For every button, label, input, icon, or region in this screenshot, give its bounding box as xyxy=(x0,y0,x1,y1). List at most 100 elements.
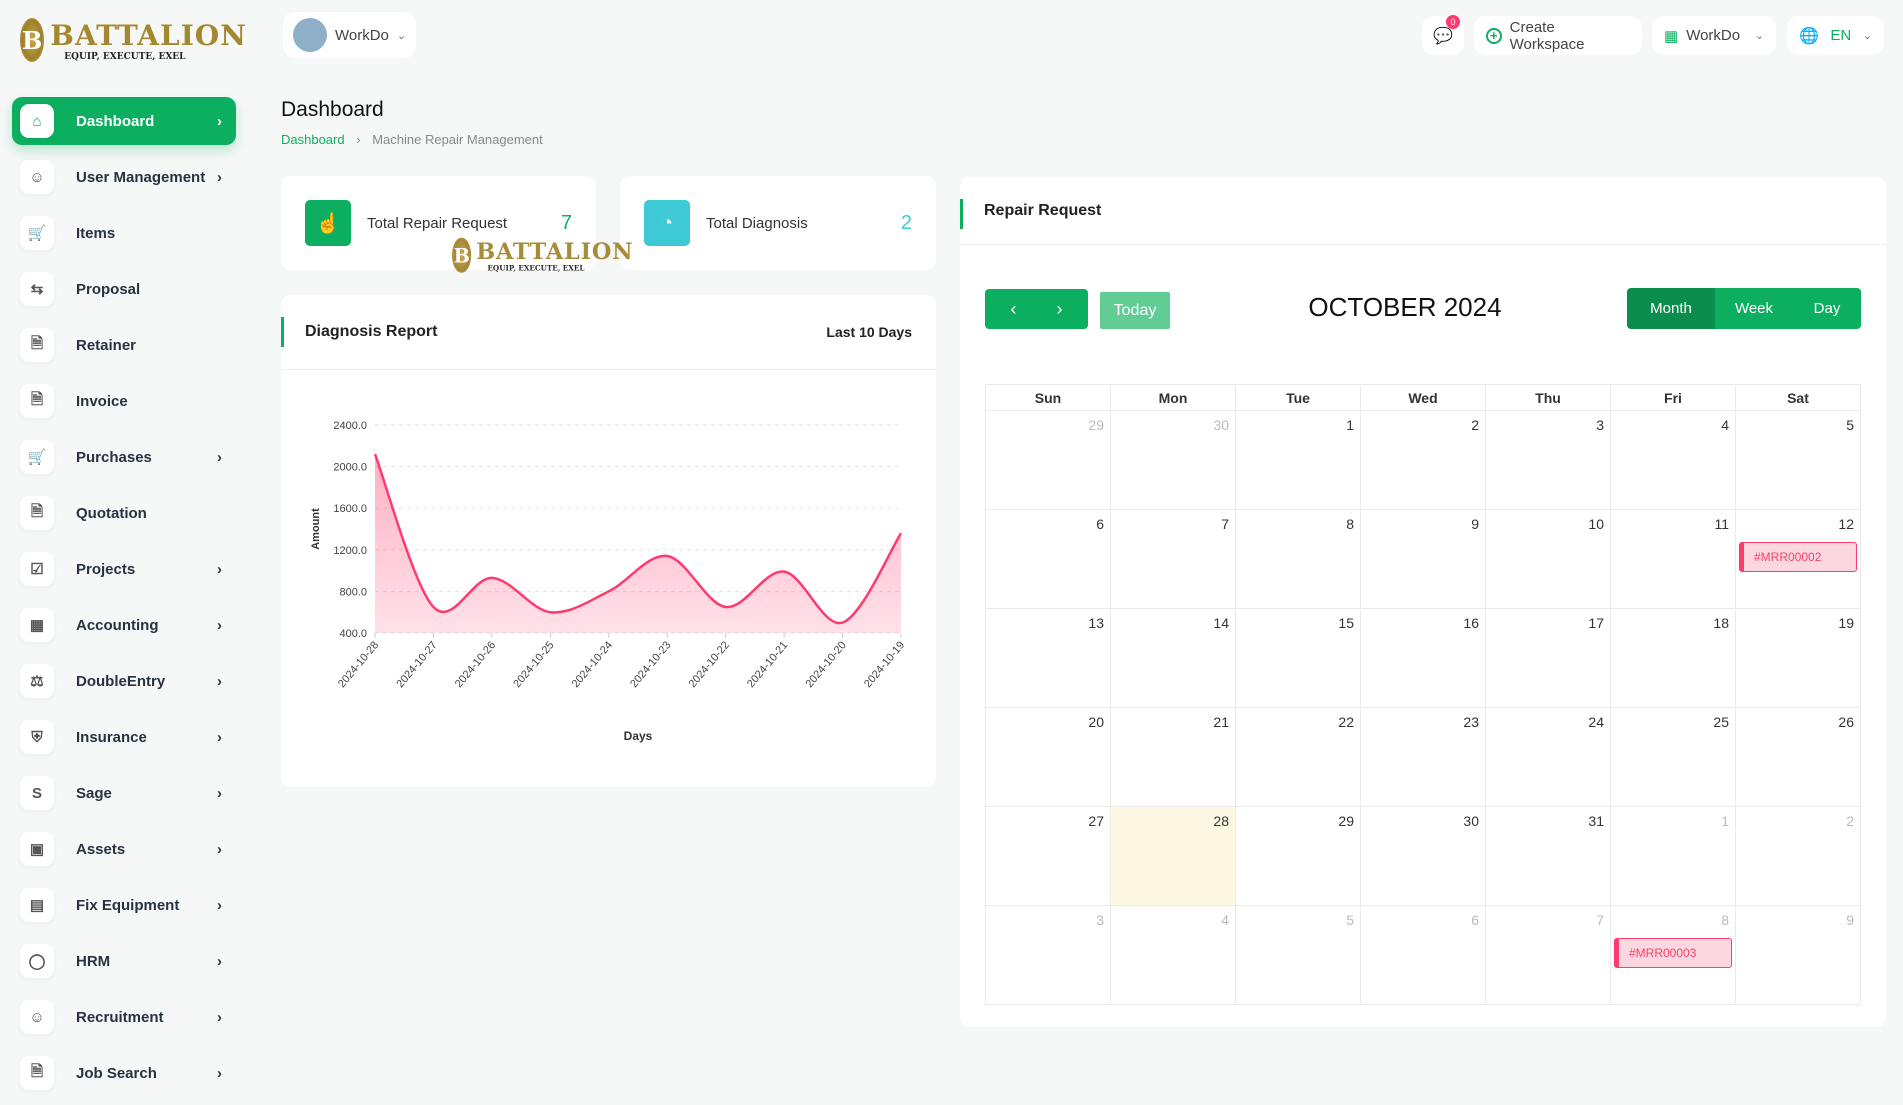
calendar-event[interactable]: #MRR00003 xyxy=(1614,938,1732,968)
calendar-day-cell[interactable]: 2 xyxy=(1735,806,1861,906)
calendar-day-cell[interactable]: 8 xyxy=(1235,509,1361,609)
sidebar-item-retainer[interactable]: 🗎 Retainer xyxy=(12,321,236,369)
sidebar-item-label: Purchases xyxy=(76,448,152,466)
chevron-right-icon: › xyxy=(217,784,222,802)
sidebar-item-insurance[interactable]: ⛨ Insurance › xyxy=(12,713,236,761)
sidebar-item-doubleentry[interactable]: ⚖ DoubleEntry › xyxy=(12,657,236,705)
calendar-day-cell[interactable]: 5 xyxy=(1735,410,1861,510)
stat-card-diagnosis: ◔ Total Diagnosis 2 xyxy=(620,176,936,270)
calendar-day-cell[interactable]: 12 #MRR00002 xyxy=(1735,509,1861,609)
file-icon: 🗎 xyxy=(20,384,54,418)
calendar-day-cell[interactable]: 24 xyxy=(1485,707,1611,807)
language-selector[interactable]: 🌐 EN ⌄ xyxy=(1787,16,1884,55)
calendar-day-cell[interactable]: 5 xyxy=(1235,905,1361,1005)
calendar-day-cell[interactable]: 21 xyxy=(1110,707,1236,807)
sidebar-item-recruitment[interactable]: ☺ Recruitment › xyxy=(12,993,236,1041)
sidebar-item-proposal[interactable]: ⇆ Proposal xyxy=(12,265,236,313)
calendar-day-cell[interactable]: 7 xyxy=(1110,509,1236,609)
prev-month-button[interactable]: ‹ xyxy=(1010,298,1017,319)
today-button[interactable]: Today xyxy=(1100,292,1170,329)
day-number: 29 xyxy=(1338,813,1354,829)
day-number: 4 xyxy=(1721,417,1729,433)
calendar-day-cell[interactable]: 9 xyxy=(1360,509,1486,609)
x-tick-label: 2024-10-27 xyxy=(394,639,439,690)
calendar-day-cell[interactable]: 6 xyxy=(985,509,1111,609)
calendar-day-cell[interactable]: 8 #MRR00003 xyxy=(1610,905,1736,1005)
calendar-day-cell[interactable]: 4 xyxy=(1110,905,1236,1005)
calendar-day-cell[interactable]: 7 xyxy=(1485,905,1611,1005)
page-title: Dashboard xyxy=(281,98,384,121)
breadcrumb-dashboard[interactable]: Dashboard xyxy=(281,132,345,147)
stat-value: 7 xyxy=(560,211,572,234)
calendar-day-cell[interactable]: 18 xyxy=(1610,608,1736,708)
calendar-day-cell[interactable]: 23 xyxy=(1360,707,1486,807)
breadcrumb: Dashboard › Machine Repair Management xyxy=(281,132,543,147)
calendar-day-cell[interactable]: 14 xyxy=(1110,608,1236,708)
calendar-day-cell[interactable]: 6 xyxy=(1360,905,1486,1005)
month-view-button[interactable]: Month xyxy=(1627,288,1715,329)
calendar-day-cell[interactable]: 1 xyxy=(1610,806,1736,906)
next-month-button[interactable]: › xyxy=(1056,298,1063,319)
workspace-dropdown[interactable]: WorkDo ⌄ xyxy=(283,12,417,58)
chevron-right-icon: › xyxy=(217,840,222,858)
calendar-day-cell[interactable]: 28 xyxy=(1110,806,1236,906)
x-tick-label: 2024-10-24 xyxy=(570,639,615,690)
sidebar-item-items[interactable]: 🛒 Items xyxy=(12,209,236,257)
calendar-event[interactable]: #MRR00002 xyxy=(1739,542,1857,572)
calendar-day-cell[interactable]: 25 xyxy=(1610,707,1736,807)
week-view-button[interactable]: Week xyxy=(1715,288,1793,329)
chevron-down-icon: ⌄ xyxy=(396,29,407,42)
calendar-day-cell[interactable]: 27 xyxy=(985,806,1111,906)
sidebar-item-sage[interactable]: S Sage › xyxy=(12,769,236,817)
sidebar-item-job-search[interactable]: 🗎 Job Search › xyxy=(12,1049,236,1097)
sidebar-item-label: Projects xyxy=(76,560,136,578)
calendar-day-cell[interactable]: 3 xyxy=(985,905,1111,1005)
calendar-day-cell[interactable]: 3 xyxy=(1485,410,1611,510)
sidebar-item-purchases[interactable]: 🛒 Purchases › xyxy=(12,433,236,481)
calendar-day-cell[interactable]: 17 xyxy=(1485,608,1611,708)
calendar-day-cell[interactable]: 30 xyxy=(1360,806,1486,906)
calendar-day-cell[interactable]: 19 xyxy=(1735,608,1861,708)
calendar-day-cell[interactable]: 29 xyxy=(985,410,1111,510)
sidebar-item-hrm[interactable]: ◯ HRM › xyxy=(12,937,236,985)
calendar-day-cell[interactable]: 2 xyxy=(1360,410,1486,510)
day-number: 30 xyxy=(1213,417,1229,433)
day-view-button[interactable]: Day xyxy=(1793,288,1861,329)
sidebar-item-assets[interactable]: ▣ Assets › xyxy=(12,825,236,873)
calendar-day-cell[interactable]: 15 xyxy=(1235,608,1361,708)
calendar-day-cell[interactable]: 11 xyxy=(1610,509,1736,609)
weekday-header: Sat xyxy=(1735,384,1861,411)
sidebar-item-fix-equipment[interactable]: ▤ Fix Equipment › xyxy=(12,881,236,929)
calendar-day-cell[interactable]: 1 xyxy=(1235,410,1361,510)
messages-button[interactable]: 💬 0 xyxy=(1422,15,1464,55)
sidebar-item-quotation[interactable]: 🗎 Quotation xyxy=(12,489,236,537)
calendar-day-cell[interactable]: 29 xyxy=(1235,806,1361,906)
sidebar-item-dashboard[interactable]: ⌂ Dashboard › xyxy=(12,97,236,145)
calendar-day-cell[interactable]: 26 xyxy=(1735,707,1861,807)
sidebar-item-accounting[interactable]: ▦ Accounting › xyxy=(12,601,236,649)
calendar-day-cell[interactable]: 9 xyxy=(1735,905,1861,1005)
calendar-week-row: 6 7 8 9 10 11 12 #MRR00002 xyxy=(985,509,1861,609)
day-number: 26 xyxy=(1838,714,1854,730)
sidebar-item-invoice[interactable]: 🗎 Invoice xyxy=(12,377,236,425)
day-number: 8 xyxy=(1346,516,1354,532)
calendar-day-cell[interactable]: 20 xyxy=(985,707,1111,807)
create-workspace-button[interactable]: + Create Workspace xyxy=(1474,16,1642,55)
calendar-day-cell[interactable]: 22 xyxy=(1235,707,1361,807)
calendar-day-cell[interactable]: 10 xyxy=(1485,509,1611,609)
chevron-right-icon: › xyxy=(217,1008,222,1026)
grid-icon: ▦ xyxy=(20,608,54,642)
sidebar: ⌂ Dashboard › ☺ User Management › 🛒 Items ⇆ Propo… xyxy=(12,97,236,1105)
sidebar-item-label: Dashboard xyxy=(76,112,155,130)
calendar-day-cell[interactable]: 30 xyxy=(1110,410,1236,510)
sidebar-item-projects[interactable]: ☑ Projects › xyxy=(12,545,236,593)
calendar-day-cell[interactable]: 4 xyxy=(1610,410,1736,510)
calendar-day-cell[interactable]: 13 xyxy=(985,608,1111,708)
calendar-day-cell[interactable]: 31 xyxy=(1485,806,1611,906)
workspace-menu[interactable]: ▦ WorkDo ⌄ xyxy=(1652,16,1776,55)
calendar-day-cell[interactable]: 16 xyxy=(1360,608,1486,708)
day-number: 28 xyxy=(1213,813,1229,829)
x-tick-label: 2024-10-20 xyxy=(803,639,848,690)
scale-icon: ⚖ xyxy=(20,664,54,698)
sidebar-item-user-management[interactable]: ☺ User Management › xyxy=(12,153,236,201)
